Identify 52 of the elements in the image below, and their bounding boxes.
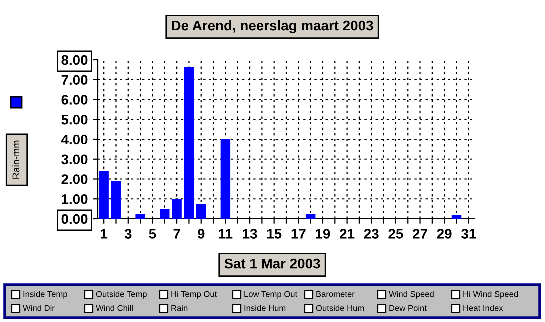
x-tick-label: 23	[364, 229, 379, 239]
text: Hi Wind Speed	[464, 291, 518, 299]
text: Wind Dir	[23, 305, 55, 312]
bar	[136, 214, 146, 219]
y-tick-label: 5.00	[62, 114, 88, 125]
text: Inside Hum	[244, 305, 286, 312]
y-tick-label: 4.00	[61, 134, 88, 145]
x-tick-label: 3	[124, 229, 132, 239]
text: Wind Speed	[389, 291, 434, 299]
chart-title: De Arend, neerslag maart 2003	[172, 20, 374, 34]
x-tick-label: 27	[413, 229, 428, 239]
y-tick-label: 0.00	[62, 214, 88, 224]
text: Dew Point	[390, 305, 427, 312]
x-tick-label: 29	[437, 229, 452, 239]
y-tick-label: 1.00	[62, 194, 88, 204]
y-tick-label: 2.00	[62, 174, 88, 184]
x-tick-label: 17	[292, 229, 306, 239]
text: Outside Temp	[96, 291, 147, 299]
text: Hi Temp Out	[172, 291, 218, 299]
bar	[99, 171, 109, 219]
y-tick-label: 3.00	[62, 154, 88, 165]
bar	[306, 214, 316, 219]
text: Inside Temp	[24, 291, 68, 299]
text: Outside Hum	[316, 305, 364, 312]
x-tick-label: 1	[101, 229, 108, 239]
text: Heat Index	[464, 305, 504, 312]
bar	[196, 204, 206, 219]
text: Low Temp Out	[244, 291, 298, 299]
x-tick-label: 9	[198, 229, 205, 239]
text: Rain	[172, 305, 188, 312]
x-tick-label: 7	[174, 229, 180, 239]
x-axis-title: Sat 1 Mar 2003	[224, 258, 320, 269]
bar	[111, 181, 122, 219]
y-axis-title: Rain-mm	[12, 140, 20, 179]
x-tick-label: 5	[149, 229, 156, 239]
x-tick-label: 11	[219, 229, 233, 239]
x-tick-label: 25	[388, 229, 404, 239]
bar	[160, 209, 170, 219]
x-tick-label: 13	[243, 229, 258, 239]
bar	[452, 215, 462, 219]
x-tick-label: 21	[340, 229, 355, 239]
y-tick-label: 6.00	[62, 95, 88, 105]
text: Wind Chill	[96, 305, 133, 312]
x-tick-label: 19	[316, 229, 330, 239]
x-tick-label: 15	[267, 229, 282, 239]
y-tick-label: 7.00	[62, 75, 88, 86]
x-tick-label: 31	[462, 229, 476, 239]
y-tick-label: 8.00	[62, 55, 88, 66]
text: Barometer	[316, 291, 355, 298]
bar	[220, 140, 231, 219]
bar	[172, 199, 182, 219]
bar	[184, 66, 194, 219]
